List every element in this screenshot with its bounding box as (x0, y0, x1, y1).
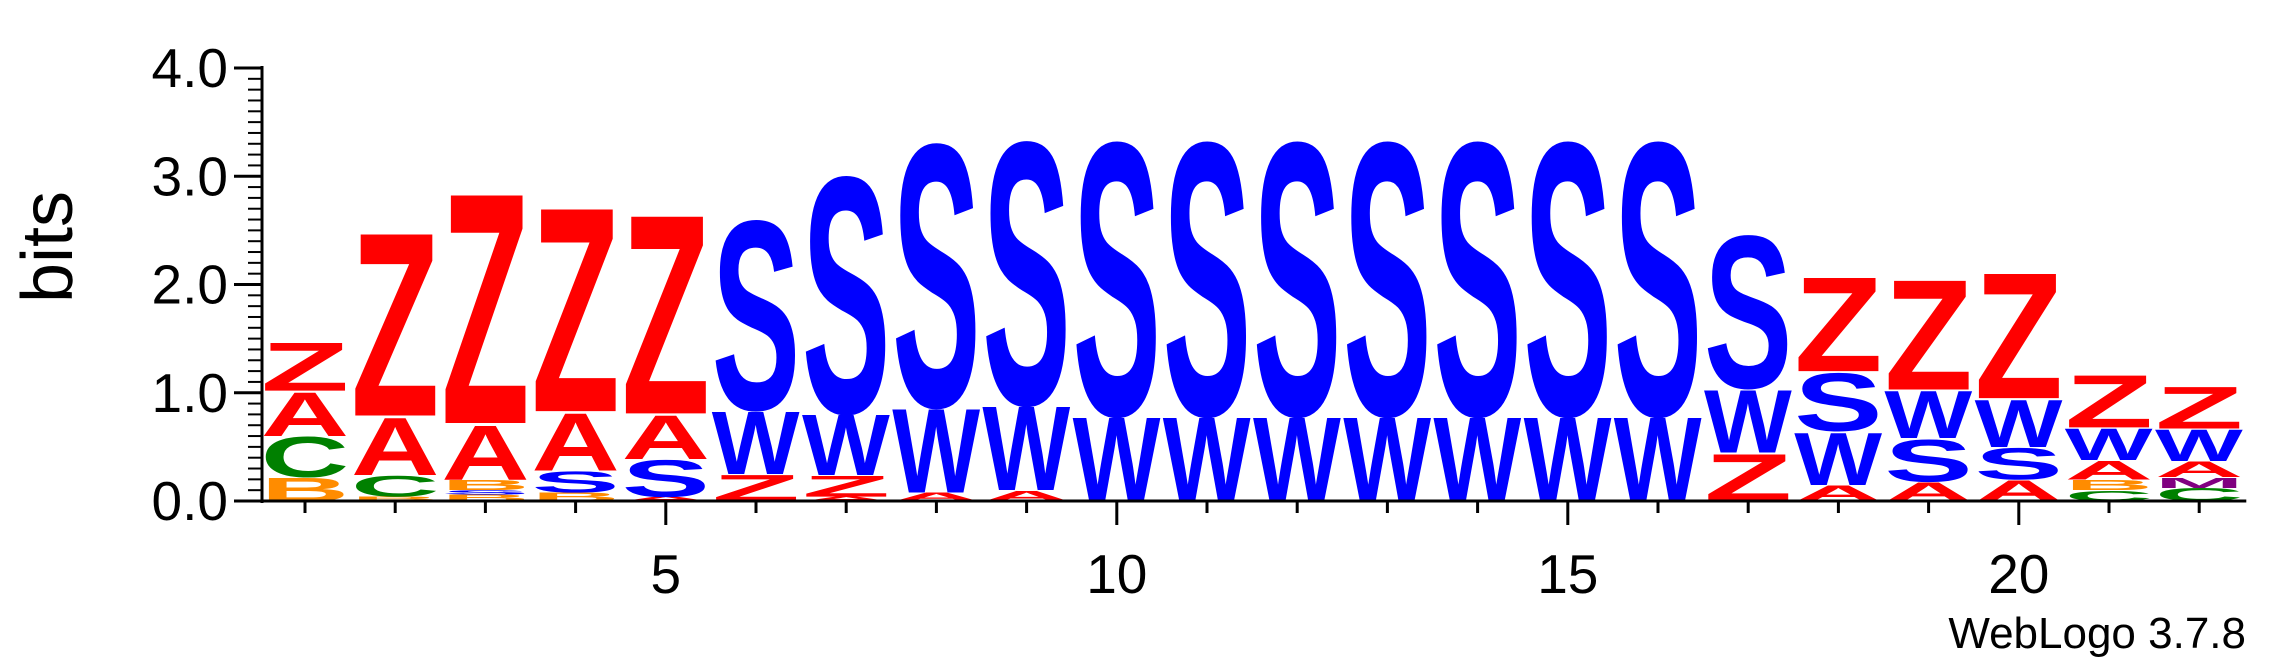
logo-letter-pos21-z-4: Z (2065, 360, 2153, 443)
x-tick-label: 5 (651, 543, 682, 605)
logo-letter-pos6-s-2: S (712, 165, 800, 467)
logo-letter-pos19-s-1: S (1884, 427, 1972, 494)
axes: 0.0 1.0 2.0 3.0 4.0 5 10 15 20 (152, 37, 2247, 605)
logo-letter-pos20-w-2: W (1975, 386, 2063, 462)
logo-letter-pos5-a-2: A (622, 402, 710, 473)
logo-letter-pos8-s-2: S (892, 66, 980, 486)
x-tick-label: 10 (1086, 543, 1147, 605)
logo-letter-pos3-z-4: Z (441, 125, 529, 494)
logo-letter-pos3-a-3: A (441, 409, 529, 497)
logo-letter-pos8-w-1: W (892, 384, 980, 518)
logo-letter-pos2-z-3: Z (351, 178, 439, 472)
logo-letter-pos22-z-4: Z (2155, 375, 2243, 442)
logo-letter-pos19-w-2: W (1884, 378, 1972, 454)
logo-letter-pos4-s-1: S (531, 465, 619, 498)
logo-letter-pos12-s-1: S (1253, 61, 1341, 498)
logo-letter-pos22-a-2: A (2155, 457, 2243, 482)
logo-letter-pos21-w-3: W (2065, 420, 2153, 470)
logo-letter-pos18-s-2: S (1794, 357, 1882, 449)
logo-letter-pos21-a-2: A (2065, 455, 2153, 485)
logo-letter-pos7-a-0: A (802, 496, 890, 503)
logo-letter-pos6-w-1: W (712, 393, 800, 493)
x-tick-label: 15 (1537, 543, 1598, 605)
logo-letter-pos22-w-3: W (2155, 421, 2243, 471)
logo-letter-pos22-m-1: M (2155, 475, 2243, 492)
logo-letter-pos7-z-1: Z (802, 470, 890, 504)
logo-letter-pos17-w-1: W (1704, 372, 1792, 472)
logo-letter-pos7-s-3: S (802, 107, 890, 485)
logo-letter-pos14-s-1: S (1433, 61, 1521, 498)
logo-letter-pos1-z-3: Z (261, 328, 349, 405)
y-tick-label: 2.0 (152, 254, 228, 316)
logo-letter-pos20-s-1: S (1975, 438, 2063, 489)
logo-letter-pos19-z-3: Z (1884, 248, 1972, 424)
logo-letter-pos3-b-2: B (441, 477, 529, 494)
logo-letter-pos5-a-0: A (622, 496, 710, 503)
logo-letter-pos4-z-3: Z (531, 146, 619, 473)
logo-letter-pos3-s-1: S (441, 489, 529, 496)
logo-letter-pos9-w-1: W (982, 382, 1070, 516)
logo-letter-pos16-s-1: S (1614, 61, 1702, 498)
logo-letter-pos21-b-1: B (2065, 477, 2153, 494)
logo-letter-pos5-s-1: S (622, 450, 710, 508)
logo-letter-pos13-s-1: S (1343, 61, 1431, 498)
logo-letter-pos2-a-2: A (351, 401, 439, 494)
y-tick-label: 1.0 (152, 362, 228, 424)
logo-letter-pos18-z-3: Z (1794, 248, 1882, 400)
y-tick-label: 4.0 (152, 37, 228, 99)
y-axis-label: bits (8, 191, 88, 303)
logo-letter-pos1-a-2: A (261, 379, 349, 450)
logo-letter-pos15-s-1: S (1524, 61, 1612, 498)
logo-letter-pos7-w-2: W (802, 397, 890, 495)
logo-letter-pos9-s-2: S (982, 63, 1070, 483)
logo-letter-pos5-z-3: Z (622, 155, 710, 474)
logo-letter-pos2-b-0: B (351, 496, 439, 503)
logo-letter-pos11-s-1: S (1163, 61, 1251, 498)
logo-letter-pos4-a-2: A (531, 396, 619, 489)
logo-letter-pos3-b-0: B (441, 493, 529, 503)
logo-letter-pos10-s-1: S (1073, 61, 1161, 498)
logo-letter-pos1-c-1: C (261, 426, 349, 489)
x-tick-label: 20 (1988, 543, 2049, 605)
logo-letter-pos18-w-1: W (1794, 416, 1882, 500)
y-tick-label: 0.0 (152, 470, 228, 532)
logo-letter-pos2-c-1: C (351, 469, 439, 503)
y-tick-label: 3.0 (152, 145, 228, 207)
weblogo-version-label: WebLogo 3.7.8 (1948, 609, 2246, 658)
logo-letter-pos17-s-2: S (1704, 192, 1792, 435)
logo-letter-pos20-z-3: Z (1975, 235, 2063, 437)
